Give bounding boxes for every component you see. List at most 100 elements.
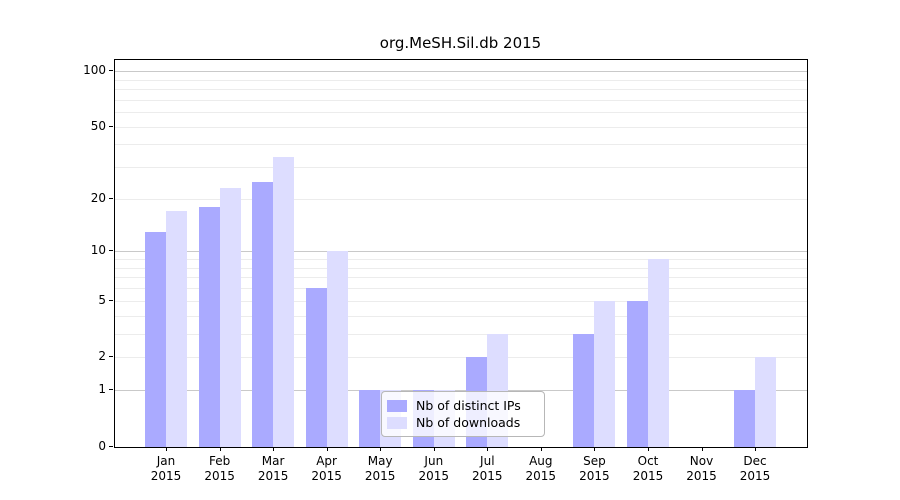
y-axis-tick: [109, 356, 113, 358]
bar-feb-downloads: [219, 188, 241, 447]
bar-sep-distinct-ips: [573, 333, 595, 447]
month-name: Mar: [261, 454, 285, 468]
month-year: 2015: [204, 469, 235, 483]
bar-apr-distinct-ips: [305, 288, 327, 447]
x-axis-label: Feb 2015: [193, 454, 247, 484]
bar-jan-downloads: [166, 211, 187, 447]
month-year: 2015: [472, 469, 503, 483]
x-axis-tick: [380, 447, 382, 451]
y-axis-tick: [109, 299, 113, 301]
month-year: 2015: [632, 469, 664, 483]
x-axis-label: Jun 2015: [407, 454, 461, 484]
major-gridline: [115, 390, 807, 392]
y-axis-tick: [109, 70, 113, 72]
legend-swatch: [387, 399, 407, 412]
month-name: Jan: [156, 454, 176, 468]
x-axis-label: Mar 2015: [246, 454, 300, 484]
bar-oct-distinct-ips: [627, 300, 648, 447]
month-year: 2015: [364, 469, 396, 483]
x-axis-label: Nov 2015: [675, 454, 729, 484]
y-axis-tick: [109, 389, 113, 391]
y-axis-label: 50: [90, 118, 106, 133]
x-axis-label: Jan 2015: [139, 454, 193, 484]
y-axis-label: 2: [98, 349, 106, 364]
month-name: Feb: [208, 454, 231, 468]
month-year: 2015: [257, 469, 289, 483]
legend-label: Nb of downloads: [416, 415, 521, 430]
x-axis-tick: [701, 447, 703, 451]
chart-title: org.MeSH.Sil.db 2015: [379, 34, 542, 52]
minor-gridline: [115, 288, 807, 290]
x-axis-tick: [648, 447, 649, 451]
month-name: Jun: [424, 454, 444, 468]
major-gridline: [115, 251, 807, 253]
bar-apr-downloads: [326, 251, 348, 447]
month-name: Aug: [529, 454, 553, 468]
minor-gridline: [115, 112, 807, 114]
x-axis-tick: [219, 447, 221, 451]
y-axis-label: 20: [90, 190, 106, 205]
y-axis-tick: [109, 125, 113, 127]
bar-mar-distinct-ips: [252, 181, 274, 447]
month-year: 2015: [418, 469, 450, 483]
month-year: 2015: [150, 469, 182, 483]
bar-may-distinct-ips: [359, 390, 381, 447]
x-axis-tick: [487, 447, 489, 451]
month-name: Nov: [689, 454, 714, 468]
y-axis-label: 100: [83, 63, 106, 78]
month-name: Sep: [583, 454, 606, 468]
minor-gridline: [115, 267, 807, 269]
legend-swatch: [387, 416, 407, 429]
minor-gridline: [115, 357, 807, 359]
x-axis-tick: [540, 447, 542, 451]
month-name: Dec: [743, 454, 767, 468]
y-axis-tick: [109, 445, 113, 447]
minor-gridline: [115, 89, 807, 90]
minor-gridline: [115, 277, 807, 279]
x-axis-label: Sep 2015: [567, 454, 621, 484]
y-axis-label: 5: [98, 292, 106, 307]
minor-gridline: [115, 167, 807, 169]
major-gridline: [115, 71, 807, 73]
bar-sep-downloads: [594, 300, 616, 447]
month-year: 2015: [525, 469, 557, 483]
bar-mar-downloads: [273, 157, 295, 447]
x-axis-label: Apr 2015: [300, 454, 354, 484]
bar-feb-distinct-ips: [198, 207, 220, 447]
minor-gridline: [115, 198, 807, 200]
legend-item: Nb of distinct IPs: [387, 397, 536, 414]
x-axis-tick: [326, 447, 328, 451]
bar-oct-downloads: [648, 259, 669, 447]
plot-area: [114, 59, 808, 448]
y-axis-tick: [109, 250, 113, 252]
month-name: Apr: [316, 454, 337, 468]
legend: Nb of distinct IPs Nb of downloads: [381, 391, 545, 437]
legend-label: Nb of distinct IPs: [416, 398, 521, 413]
month-year: 2015: [739, 469, 771, 483]
x-axis-label: Jul 2015: [460, 454, 514, 484]
bar-dec-downloads: [755, 357, 776, 447]
x-axis-tick: [433, 447, 435, 451]
y-axis-label: 10: [90, 243, 106, 258]
x-axis-label: Aug 2015: [514, 454, 568, 484]
y-axis-label: 0: [98, 438, 106, 453]
minor-gridline: [115, 300, 807, 302]
bar-dec-distinct-ips: [734, 390, 755, 447]
x-axis-label: Oct 2015: [621, 454, 675, 484]
month-name: Jul: [480, 454, 495, 468]
month-year: 2015: [686, 469, 717, 483]
minor-gridline: [115, 259, 807, 261]
month-year: 2015: [311, 469, 342, 483]
y-axis-label: 1: [98, 382, 106, 397]
bar-jan-distinct-ips: [145, 231, 166, 447]
minor-gridline: [115, 144, 807, 146]
x-axis-tick: [755, 447, 756, 451]
legend-item: Nb of downloads: [387, 414, 536, 431]
month-year: 2015: [579, 469, 610, 483]
minor-gridline: [115, 126, 807, 128]
minor-gridline: [115, 99, 807, 101]
x-axis-label: Dec 2015: [728, 454, 782, 484]
y-axis-tick: [109, 197, 113, 199]
month-name: Oct: [637, 454, 659, 468]
